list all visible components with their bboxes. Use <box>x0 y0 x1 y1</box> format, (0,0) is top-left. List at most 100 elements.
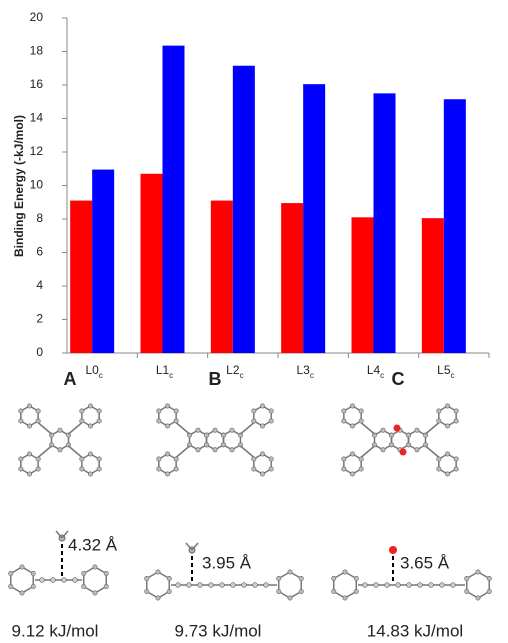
atom <box>97 419 101 423</box>
atom <box>97 467 101 471</box>
atom <box>445 472 449 476</box>
ring <box>11 567 34 593</box>
bond <box>362 423 375 434</box>
atom <box>252 457 256 461</box>
atom <box>9 571 13 575</box>
atom <box>415 448 419 452</box>
atom <box>157 419 161 423</box>
atom <box>487 576 491 580</box>
atom <box>80 419 84 423</box>
distance-label: 3.65 Å <box>400 553 450 572</box>
bar <box>211 201 233 353</box>
atom <box>445 404 449 408</box>
ring <box>439 454 456 474</box>
ring <box>159 406 176 426</box>
atom <box>465 576 469 580</box>
atom <box>36 457 40 461</box>
atom <box>332 576 336 580</box>
atom <box>20 565 24 569</box>
x-tick-label-main: L4 <box>367 363 381 377</box>
atom <box>40 578 45 583</box>
y-tick-label: 10 <box>30 178 44 192</box>
atom <box>359 419 363 423</box>
atom <box>157 467 161 471</box>
atom <box>415 428 419 432</box>
ring <box>344 406 361 426</box>
y-tick-label: 18 <box>30 44 44 58</box>
atom <box>31 571 35 575</box>
bond <box>426 423 439 434</box>
bond <box>241 446 254 457</box>
bar <box>92 170 114 353</box>
atom <box>407 583 412 588</box>
atom <box>350 424 354 428</box>
atom <box>97 457 101 461</box>
x-tick-label-main: L5 <box>437 363 451 377</box>
x-tick-label-sub: c <box>310 371 314 380</box>
atom <box>299 576 303 580</box>
ring <box>279 572 302 598</box>
atom <box>209 583 214 588</box>
bond <box>362 446 375 457</box>
bar <box>422 218 444 353</box>
atom <box>385 583 390 588</box>
atom <box>80 409 84 413</box>
atom <box>454 467 458 471</box>
atom <box>220 583 225 588</box>
panel-label: C <box>392 369 405 389</box>
atom <box>454 409 458 413</box>
panel-label: A <box>64 369 77 389</box>
bar <box>70 201 92 353</box>
atom <box>27 472 31 476</box>
atom <box>230 448 234 452</box>
atom <box>221 433 225 437</box>
atom <box>277 589 281 593</box>
atom <box>454 419 458 423</box>
atom <box>165 472 169 476</box>
atom <box>288 570 292 574</box>
bond <box>69 423 82 434</box>
ring <box>159 454 176 474</box>
y-tick-label: 6 <box>36 245 43 259</box>
atom <box>165 404 169 408</box>
atom <box>82 584 86 588</box>
atom <box>165 424 169 428</box>
y-tick-label: 0 <box>36 345 43 359</box>
atom-o <box>400 449 407 456</box>
atom <box>487 589 491 593</box>
bond <box>39 423 52 434</box>
atom <box>359 457 363 461</box>
atom <box>437 467 441 471</box>
atom <box>465 589 469 593</box>
atom <box>406 433 410 437</box>
ring <box>467 572 490 598</box>
bar <box>281 203 303 353</box>
ring <box>84 567 107 593</box>
x-tick-label: L3c <box>296 363 313 379</box>
distance-label: 4.32 Å <box>68 535 118 554</box>
atom <box>104 584 108 588</box>
atom <box>165 452 169 456</box>
atom <box>342 419 346 423</box>
atom <box>277 576 281 580</box>
atom <box>260 452 264 456</box>
atom <box>174 409 178 413</box>
atom <box>343 570 347 574</box>
atom <box>213 428 217 432</box>
atom <box>354 576 358 580</box>
panel-label: B <box>209 369 222 389</box>
atom <box>196 428 200 432</box>
x-tick-label-main: L0 <box>85 363 99 377</box>
atom <box>389 433 393 437</box>
bar <box>141 174 163 353</box>
atom <box>27 404 31 408</box>
y-tick-label: 2 <box>36 312 43 326</box>
y-tick-label: 12 <box>30 144 44 158</box>
atom <box>9 584 13 588</box>
atom <box>82 571 86 575</box>
atom <box>429 583 434 588</box>
atom <box>157 409 161 413</box>
y-tick-label: 20 <box>30 10 44 24</box>
atom <box>157 457 161 461</box>
bond <box>177 446 190 457</box>
